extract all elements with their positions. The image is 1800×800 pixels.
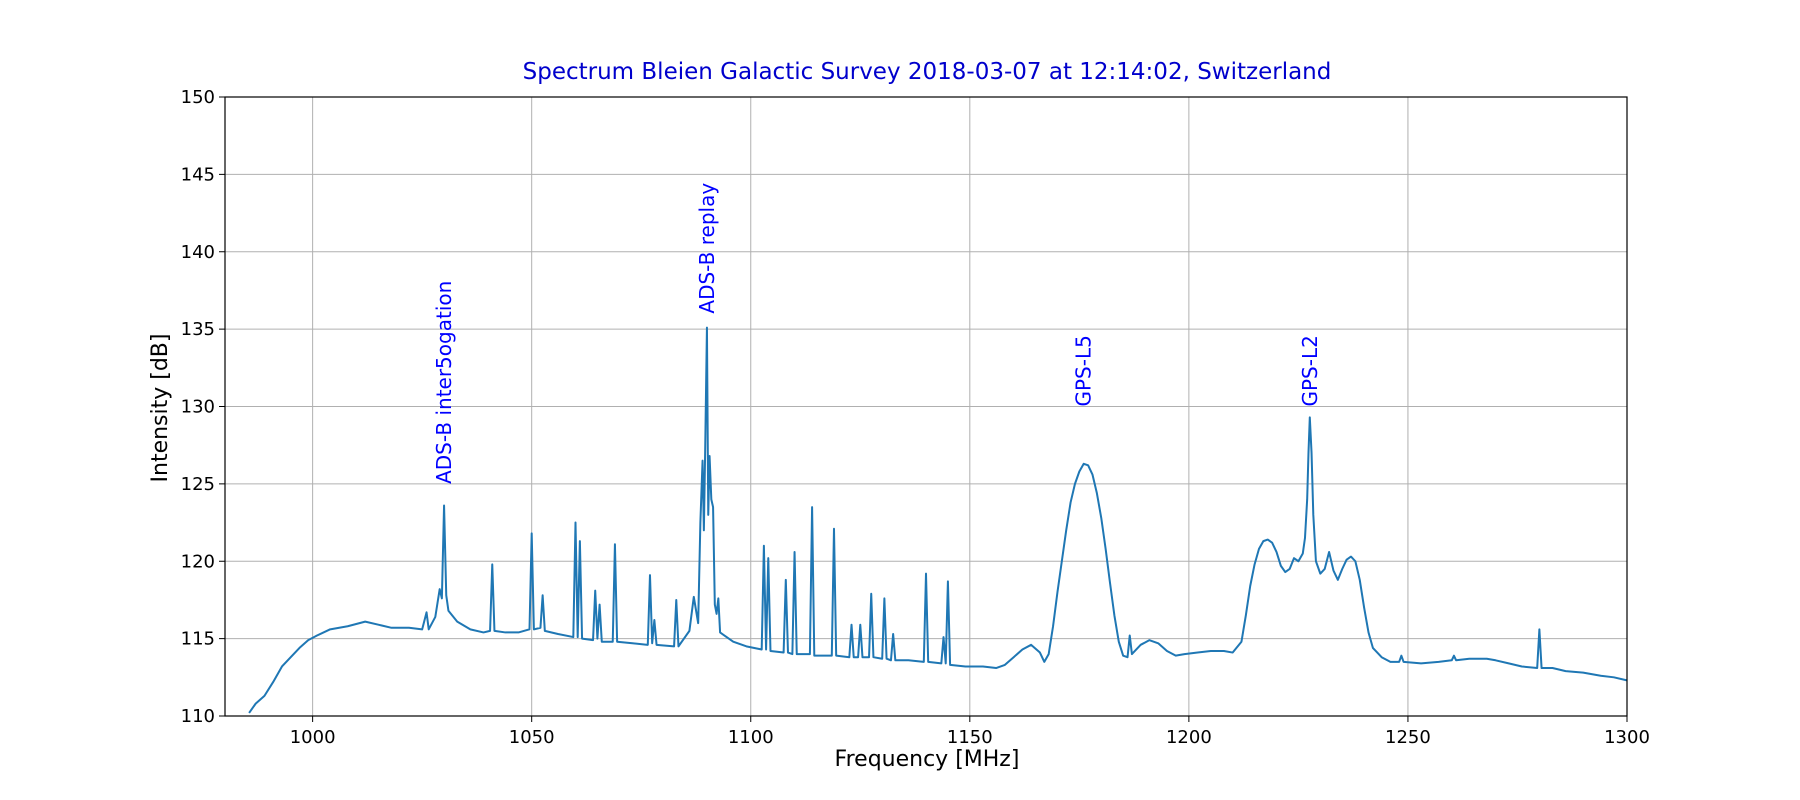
annotation-label: ADS-B replay [695,183,719,314]
y-tick-label: 140 [181,242,215,263]
y-tick-label: 130 [181,397,215,418]
grid [225,96,1628,717]
y-tick-label: 150 [181,87,215,108]
x-tick-label: 1250 [1385,727,1431,748]
y-tick-label: 125 [181,474,215,495]
annotation-label: ADS-B inter5ogation [432,281,456,484]
x-axis-label: Frequency [MHz] [835,747,1020,772]
ticks: 1000 1050 1100 1150 1200 1250 1300 110 115 120 125… [181,87,1650,748]
x-tick-label: 1100 [728,727,774,748]
series-layer [248,326,1628,714]
y-tick-label: 120 [181,551,215,572]
annotations: ADS-B inter5ogation ADS-B replay GPS-L5 GPS… [432,183,1322,484]
y-tick-label: 110 [181,706,215,727]
spectrum-line [248,326,1628,714]
x-tick-label: 1300 [1604,727,1650,748]
annotation-label: GPS-L2 [1298,335,1322,406]
x-tick-label: 1050 [509,727,555,748]
x-tick-label: 1200 [1166,727,1212,748]
x-tick-label: 1150 [947,727,993,748]
x-tick-label: 1000 [290,727,336,748]
annotation-label: GPS-L5 [1072,335,1096,406]
y-tick-label: 145 [181,164,215,185]
chart-title: Spectrum Bleien Galactic Survey 2018-03-… [523,59,1332,85]
y-tick-label: 135 [181,319,215,340]
y-axis-label: Intensity [dB] [148,334,173,483]
y-tick-label: 115 [181,629,215,650]
